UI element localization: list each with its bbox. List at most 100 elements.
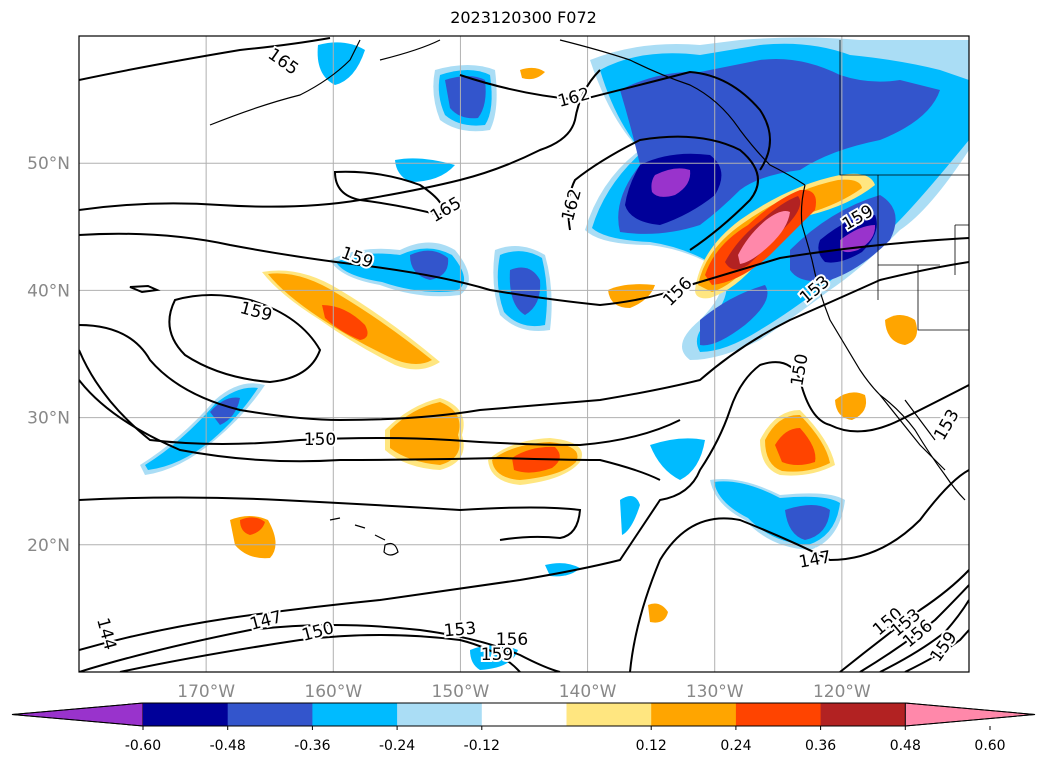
positive-shading: [885, 315, 918, 345]
colorbar-tick-label: 0.24: [720, 738, 751, 754]
colorbar-segment: [820, 703, 906, 726]
lat-tick-label: 30°N: [27, 409, 70, 429]
contour-line: [79, 361, 969, 651]
colorbar-segment: [143, 703, 229, 726]
contour-line: [119, 634, 521, 672]
contour-label: 162: [556, 84, 593, 112]
positive-shading: [520, 67, 545, 80]
map-title: 2023120300 F072: [450, 8, 597, 27]
colorbar-extend-low: [11, 702, 144, 727]
contour-line: [79, 37, 331, 81]
contour-line: [567, 135, 759, 251]
positive-shading: [648, 603, 668, 623]
negative-shading: [470, 645, 518, 670]
shading-layer: [140, 37, 969, 670]
colorbar-segment: [481, 703, 567, 726]
contour-label: 147: [248, 607, 285, 635]
contour-label: 159: [238, 298, 275, 326]
colorbar-segment: [227, 703, 313, 726]
contour-line: [79, 496, 582, 541]
negative-shading: [545, 563, 580, 577]
positive-shading: [835, 392, 867, 420]
negative-shading: [445, 76, 486, 119]
map-frame: [78, 35, 970, 673]
lon-tick-label: 120°W: [813, 682, 871, 702]
colorbar-segment: [312, 703, 398, 726]
graticule: [79, 36, 969, 672]
colorbar-tick-label: -0.36: [294, 738, 330, 754]
colorbar-segment: [566, 703, 652, 726]
contour-line: [879, 599, 969, 672]
colorbar-tick-label: -0.48: [210, 738, 246, 754]
negative-shading: [395, 158, 455, 182]
lon-tick-label: 150°W: [432, 682, 490, 702]
contour-line: [168, 294, 322, 384]
colorbar-tick-label: 0.48: [890, 738, 921, 754]
positive-shading: [240, 517, 265, 535]
na-coastline: [800, 184, 966, 501]
contour-label: 150: [787, 352, 812, 387]
negative-shading: [210, 397, 240, 425]
negative-shading: [509, 267, 541, 315]
hawaii-islands: [329, 517, 399, 556]
lon-tick-label: 170°W: [177, 682, 235, 702]
colorbar-tick-label: -0.12: [464, 738, 500, 754]
contour-line: [129, 284, 161, 294]
contour-label: 153: [930, 406, 964, 444]
contour-line: [333, 170, 444, 217]
negative-shading: [620, 496, 640, 535]
colorbar-extend-high: [904, 702, 1036, 727]
colorbar-tick-label: 0.12: [636, 738, 667, 754]
contour-line: [904, 629, 969, 672]
contour-line: [859, 584, 969, 672]
coastlines: [209, 39, 969, 556]
contour-label: 144: [92, 616, 120, 653]
baja-coastline: [879, 394, 946, 471]
contour-line: [839, 569, 969, 672]
longitude-labels: 170°W 160°W 150°W 140°W 130°W 120°W: [177, 682, 871, 702]
colorbar-tick-label: 0.36: [805, 738, 836, 754]
colorbar-tick-label: -0.60: [125, 738, 161, 754]
lon-tick-label: 160°W: [304, 682, 362, 702]
colorbar-segment: [735, 703, 822, 726]
negative-shading: [700, 285, 768, 346]
negative-shading: [785, 505, 830, 540]
contour-label: 153: [443, 619, 477, 642]
state-borders: [839, 40, 969, 331]
contour-line: [79, 69, 601, 211]
lon-tick-label: 140°W: [559, 682, 617, 702]
positive-shading: [775, 428, 816, 465]
contour-label: 156: [496, 630, 528, 650]
contour-line: [629, 469, 969, 672]
lat-tick-label: 20°N: [27, 536, 70, 556]
contour-line: [79, 379, 661, 481]
contour-label: 156: [659, 273, 696, 310]
contour-line: [79, 261, 969, 422]
contour-label: 150: [304, 430, 336, 450]
contour-label: 147: [797, 547, 832, 572]
negative-shading: [650, 438, 705, 480]
contour-label: 165: [264, 45, 302, 80]
negative-shading: [317, 42, 365, 85]
positive-shading: [608, 284, 655, 308]
positive-shading: [738, 211, 790, 264]
colorbar-tick-label: 0.60: [974, 738, 1005, 754]
colorbar-segment: [651, 703, 737, 726]
negative-shading: [651, 168, 691, 197]
lat-tick-label: 50°N: [27, 154, 70, 174]
lon-tick-label: 130°W: [686, 682, 744, 702]
negative-shading: [840, 225, 876, 253]
colorbar-tick-label: -0.24: [379, 738, 415, 754]
contour-label: 159: [481, 645, 513, 665]
negative-shading: [410, 250, 449, 280]
alaska-coastline: [209, 39, 806, 186]
height-contours: [79, 37, 969, 672]
colorbar-segment: [397, 703, 483, 726]
colorbar: -0.60 -0.48 -0.36 -0.24 -0.12 0.12 0.24 0.36 0.4…: [11, 702, 1036, 754]
contour-line: [79, 624, 561, 672]
lat-tick-label: 40°N: [27, 281, 70, 301]
contour-line: [79, 349, 681, 447]
contour-line: [79, 232, 969, 307]
contour-label: 162: [558, 187, 586, 224]
